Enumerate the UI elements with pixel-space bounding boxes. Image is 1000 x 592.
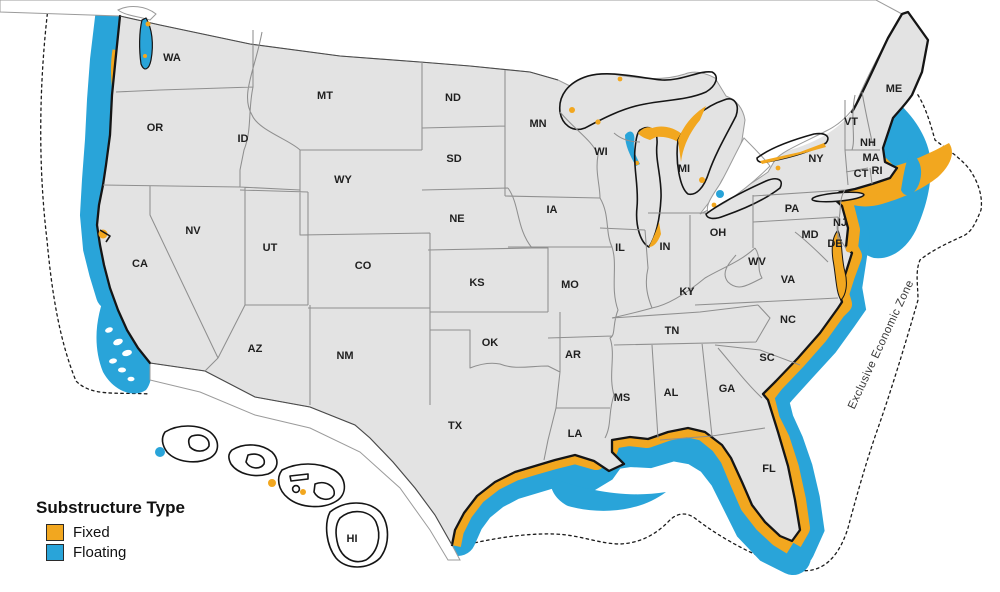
state-label-ks: KS — [469, 277, 484, 289]
oahu — [245, 453, 266, 469]
legend-item-floating: Floating — [46, 544, 185, 561]
state-label-mi: MI — [678, 163, 690, 175]
state-label-wi: WI — [594, 146, 607, 158]
state-label-il: IL — [615, 242, 625, 254]
coastal-inlets — [98, 17, 865, 301]
sf-bay-fixed — [98, 229, 108, 239]
state-label-ri: RI — [872, 165, 883, 177]
state-label-fl: FL — [762, 463, 776, 475]
state-label-sc: SC — [759, 352, 774, 364]
state-label-oh: OH — [710, 227, 727, 239]
canada-border — [119, 15, 559, 81]
state-label-ms: MS — [614, 392, 631, 404]
state-label-or: OR — [147, 122, 164, 134]
state-label-vt: VT — [844, 116, 858, 128]
big-island — [335, 510, 380, 563]
chesapeake-bay — [831, 229, 847, 301]
state-label-mo: MO — [561, 279, 579, 291]
state-label-az: AZ — [248, 343, 263, 355]
maui — [313, 481, 335, 501]
legend-item-fixed: Fixed — [46, 524, 185, 541]
state-label-ut: UT — [263, 242, 278, 254]
state-labels: WA OR ID MT WY NV UT CA AZ CO NM ND SD NE KS OK TX MN IA MO… — [132, 52, 902, 545]
mackinac-fixed — [648, 126, 682, 142]
lanai — [291, 484, 301, 494]
state-label-ok: OK — [482, 337, 499, 349]
state-label-co: CO — [355, 260, 372, 272]
coastlines — [95, 10, 930, 547]
mexico-border — [149, 362, 453, 546]
lake-superior — [559, 71, 718, 131]
state-label-wa: WA — [163, 52, 181, 64]
state-label-in: IN — [660, 241, 671, 253]
molokai — [289, 473, 309, 482]
vancouver-island — [117, 6, 157, 21]
state-label-la: LA — [568, 428, 583, 440]
state-label-me: ME — [886, 83, 903, 95]
legend-item-label: Fixed — [73, 524, 110, 541]
state-label-nc: NC — [780, 314, 796, 326]
state-label-ky: KY — [679, 286, 695, 298]
hawaii — [155, 425, 389, 568]
lake-st-clair — [716, 190, 724, 198]
state-label-md: MD — [801, 229, 818, 241]
state-label-wy: WY — [334, 174, 352, 186]
state-label-ct: CT — [854, 168, 869, 180]
state-label-al: AL — [664, 387, 679, 399]
state-label-nh: NH — [860, 137, 876, 149]
delaware-bay — [845, 245, 853, 253]
state-label-ca: CA — [132, 258, 148, 270]
state-label-nm: NM — [336, 350, 353, 362]
state-label-mn: MN — [529, 118, 546, 130]
state-label-nv: NV — [185, 225, 201, 237]
state-label-wv: WV — [748, 256, 766, 268]
fixed-swatch-icon — [46, 524, 64, 541]
long-island — [811, 191, 865, 203]
state-label-mt: MT — [317, 90, 333, 102]
kauai — [187, 434, 210, 452]
state-label-ne: NE — [449, 213, 464, 225]
state-borders — [102, 30, 880, 461]
state-label-de: DE — [827, 238, 842, 250]
state-label-tx: TX — [448, 420, 463, 432]
legend: Substructure Type Fixed Floating — [36, 498, 185, 564]
state-label-ny: NY — [808, 153, 824, 165]
state-label-ga: GA — [719, 383, 736, 395]
state-label-ia: IA — [547, 204, 558, 216]
floating-swatch-icon — [46, 544, 64, 561]
lake-huron — [676, 98, 739, 196]
green-bay — [625, 131, 640, 166]
lake-erie — [705, 178, 782, 220]
ne-floating-channel — [901, 152, 922, 196]
state-label-va: VA — [781, 274, 796, 286]
state-label-pa: PA — [785, 203, 800, 215]
legend-title: Substructure Type — [36, 498, 185, 517]
state-label-sd: SD — [446, 153, 461, 165]
state-label-nd: ND — [445, 92, 461, 104]
state-label-ar: AR — [565, 349, 581, 361]
state-label-hi: HI — [347, 533, 358, 545]
legend-item-label: Floating — [73, 544, 127, 561]
channel-islands — [105, 327, 135, 382]
state-label-nj: NJ — [833, 217, 847, 229]
great-lakes — [559, 71, 829, 248]
state-label-id: ID — [238, 133, 249, 145]
state-label-ma: MA — [862, 152, 879, 164]
state-label-tn: TN — [665, 325, 680, 337]
eez-boundary — [40, 7, 983, 572]
